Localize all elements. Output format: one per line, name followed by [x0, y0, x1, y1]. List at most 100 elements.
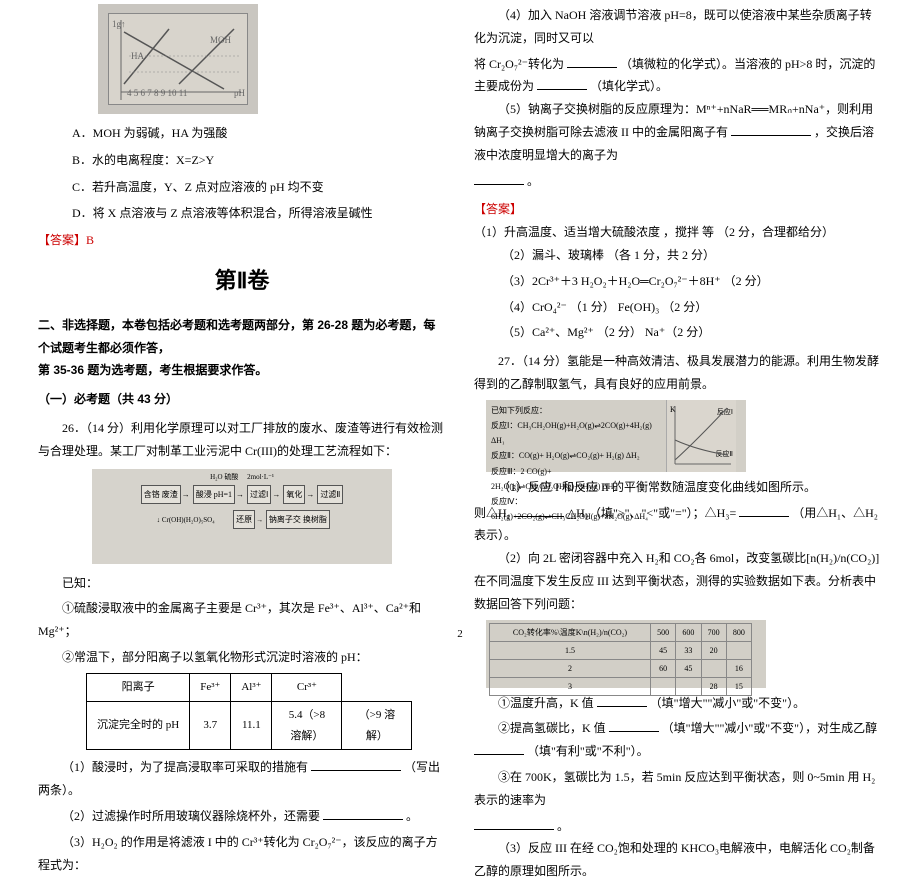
sub4a: （4）加入 NaOH 溶液调节溶液 pH=8，既可以使溶液中某些杂质离子转化为沉… — [474, 4, 882, 50]
sub1-text: （1）酸浸时，为了提高浸取率可采取的措施有 — [62, 760, 308, 774]
ph-r0: 沉淀完全时的 pH — [87, 701, 190, 750]
ans-label: 【答案】 — [474, 202, 522, 216]
q27-2c: ③在 700K，氢碳比为 1.5，若 5min 反应达到平衡状态，则 0~5mi… — [474, 770, 875, 807]
q27-2a: ①温度升高，K 值 — [498, 696, 594, 710]
known-2: ②常温下，部分阳离子以氢氧化物形式沉淀时溶液的 pH： — [38, 646, 446, 669]
sub4-line: 将 Cr₂O₇²⁻转化为 （填微粒的化学式）。当溶液的 pH>8 时，沉淀的主要… — [474, 53, 882, 99]
dt-r0-3: 20 — [701, 641, 726, 659]
sub5-line: （5）钠离子交换树脂的反应原理为：Mⁿ⁺+nNaR══MRₙ+nNa⁺，则利用钠… — [474, 98, 882, 166]
flow-s8: 还原 — [233, 510, 255, 529]
reaction-box: 已知下列反应： 反应Ⅰ：CH₃CH₂OH(g)+H₂O(g)⇌2CO(g)+4H… — [486, 400, 746, 472]
option-a: A．MOH 为弱碱，HA 为强酸 — [72, 122, 446, 145]
flow-s4: 氧化 — [283, 485, 305, 504]
q27-2b2: （填"增大""减小"或"不变"），对生成乙醇 — [662, 721, 877, 735]
ph-h0: 阳离子 — [87, 673, 190, 701]
instruction-2: 第 35-36 题为选考题，考生根据要求作答。 — [38, 359, 446, 382]
q27-2b3: （填"有利"或"不利"）。 — [527, 744, 649, 758]
right-column: （4）加入 NaOH 溶液调节溶液 pH=8，既可以使溶液中某些杂质离子转化为沉… — [460, 4, 896, 627]
known-label: 已知： — [38, 572, 446, 595]
data-table-image: CO₂转化率%\温度K\n(H₂)/n(CO₂) 500 600 700 800… — [486, 620, 766, 688]
blank — [474, 743, 524, 755]
dt-r1-4: 16 — [726, 659, 751, 677]
instruction-1: 二、非选择题，本卷包括必考题和选考题两部分，第 26-28 题为必考题，每个试题… — [38, 314, 446, 360]
option-b: B．水的电离程度：X=Z>Y — [72, 149, 446, 172]
dth0: CO₂转化率%\温度K\n(H₂)/n(CO₂) — [490, 623, 651, 641]
q27-3: （3）反应 III 在经 CO₂饱和处理的 KHCO₃电解液中，电解活化 CO₂… — [474, 837, 882, 883]
dt-r0-0: 1.5 — [490, 641, 651, 659]
blank — [514, 505, 564, 517]
rb-r1: 反应Ⅰ：CH₃CH₂OH(g)+H₂O(g)⇌2CO(g)+4H₂(g) ΔH₁ — [491, 418, 661, 448]
dth3: 700 — [701, 623, 726, 641]
flow-in1: H₂O 硫酸 — [210, 473, 238, 481]
ans1: （1）升高温度、适当增大硫酸浓度 ，搅拌 等 （2 分，合理都给分） — [474, 225, 834, 239]
answer-block: 【答案】 （1）升高温度、适当增大硫酸浓度 ，搅拌 等 （2 分，合理都给分） — [474, 198, 882, 244]
dt-r0-1: 45 — [651, 641, 676, 659]
section-title: 第Ⅱ卷 — [38, 260, 446, 302]
page-number: 2 — [457, 624, 463, 645]
blank — [567, 56, 617, 68]
dt-r0-2: 33 — [676, 641, 701, 659]
q26-sub1: （1）酸浸时，为了提高浸取率可采取的措施有 （写出两条）。 — [38, 756, 446, 802]
blank — [474, 818, 554, 830]
graph-image: 1g↑ MOH HA 4 5 6 7 8 9 10 11 pH — [98, 4, 258, 114]
ans3: （3）2Cr³⁺＋3 H₂O₂＋H₂O═Cr₂O₇²⁻＋8H⁺ （2 分） — [502, 270, 882, 293]
sub2-tail: 。 — [406, 809, 418, 823]
dt-r1-2: 45 — [676, 659, 701, 677]
flow-s0: 含铬 废渣 — [141, 485, 181, 504]
sub5c-line: 。 — [474, 170, 882, 193]
q26-sub3: （3）H₂O₂ 的作用是将滤液 I 中的 Cr³⁺转化为 Cr₂O₇²⁻，该反应… — [38, 831, 446, 877]
rb-t: 已知下列反应： — [491, 403, 661, 418]
sub4d: （填化学式）。 — [590, 79, 668, 93]
blank — [739, 505, 789, 517]
answer-label: 【答案】B — [38, 229, 446, 252]
q26-intro: 26．（14 分）利用化学原理可以对工厂排放的废水、废渣等进行有效检测与合理处理… — [38, 417, 446, 463]
flow-in2: 2mol·L⁻¹ — [247, 473, 274, 481]
blank — [537, 78, 587, 90]
dth2: 600 — [676, 623, 701, 641]
q27-intro: 27．（14 分）氢能是一种高效清洁、极具发展潜力的能源。利用生物发酵得到的乙醇… — [474, 350, 882, 396]
q27-1: （1）反应 I 和反应 II 的平衡常数随温度变化曲线如图所示。 — [474, 476, 882, 499]
flow-s1: 酸浸 pH=1 — [193, 485, 235, 504]
ph-h3: Cr³⁺ — [272, 673, 342, 701]
ph-r1: 3.7 — [190, 701, 231, 750]
q27-2: （2）向 2L 密闭容器中充入 H₂和 CO₂各 6mol，改变氢碳比[n(H₂… — [474, 547, 882, 615]
left-column: 1g↑ MOH HA 4 5 6 7 8 9 10 11 pH A．MOH 为弱… — [24, 4, 460, 627]
blank — [609, 720, 659, 732]
known-1: ①硫酸浸取液中的金属离子主要是 Cr³⁺，其次是 Fe³⁺、Al³⁺、Ca²⁺和… — [38, 597, 446, 643]
q27-2b-line: ②提高氢碳比，K 值 （填"增大""减小"或"不变"），对生成乙醇 （填"有利"… — [474, 717, 882, 763]
sub5c: 。 — [527, 174, 539, 188]
blank — [311, 759, 401, 771]
q27-2a2: （填"增大""减小"或"不变"）。 — [650, 696, 805, 710]
blank — [474, 173, 524, 185]
dth4: 800 — [726, 623, 751, 641]
q27-1-line: 则△H₁ △H₂（填">"、"<"或"="）；△H₃= （用△H₁、△H₂ 表示… — [474, 502, 882, 548]
q26-sub2: （2）过滤操作时所用玻璃仪器除烧杯外，还需要 。 — [38, 805, 446, 828]
option-d: D．将 X 点溶液与 Z 点溶液等体积混合，所得溶液呈碱性 — [72, 202, 446, 225]
k-graph: K 反应Ⅰ 反应Ⅱ — [666, 400, 736, 472]
q27-2c2: 。 — [557, 819, 569, 833]
flow-s2: 过滤Ⅰ — [247, 485, 271, 504]
dt-r1-3 — [701, 659, 726, 677]
q27-1c: △H₂（填">"、"<"或"="）；△H₃= — [567, 506, 736, 520]
flow-s9: 钠离子交 换树脂 — [266, 510, 330, 529]
dt-r1-1: 60 — [651, 659, 676, 677]
flow-s6: 过滤Ⅱ — [317, 485, 343, 504]
k-curves-icon — [667, 400, 737, 472]
q27-1b: 则△H₁ — [474, 506, 511, 520]
ph-r2: 11.1 — [231, 701, 272, 750]
option-c: C．若升高温度，Y、Z 点对应溶液的 pH 均不变 — [72, 176, 446, 199]
q27-2c2-line: 。 — [474, 815, 882, 838]
ph-h2: Al³⁺ — [231, 673, 272, 701]
ans5: （5）Ca²⁺、Mg²⁺ （2 分） Na⁺（2 分） — [502, 321, 882, 344]
sub4b: 将 Cr₂O₇²⁻转化为 — [474, 57, 564, 71]
flow-out: Cr(OH)(H₂O)₅SO₄ — [162, 516, 215, 524]
ph-table: 阳离子 Fe³⁺ Al³⁺ Cr³⁺ 沉淀完全时的 pH 3.7 11.1 5.… — [86, 673, 412, 751]
q27-2a-line: ①温度升高，K 值 （填"增大""减小"或"不变"）。 — [474, 692, 882, 715]
q27-2c-line: ③在 700K，氢碳比为 1.5，若 5min 反应达到平衡状态，则 0~5mi… — [474, 766, 882, 812]
dt-r1-0: 2 — [490, 659, 651, 677]
ph-h1: Fe³⁺ — [190, 673, 231, 701]
ph-r3: 5.4（>8 溶解） — [272, 701, 342, 750]
q27-2b: ②提高氢碳比，K 值 — [498, 721, 606, 735]
blank — [731, 124, 811, 136]
ans2: （2）漏斗、玻璃棒 （各 1 分，共 2 分） — [502, 244, 882, 267]
